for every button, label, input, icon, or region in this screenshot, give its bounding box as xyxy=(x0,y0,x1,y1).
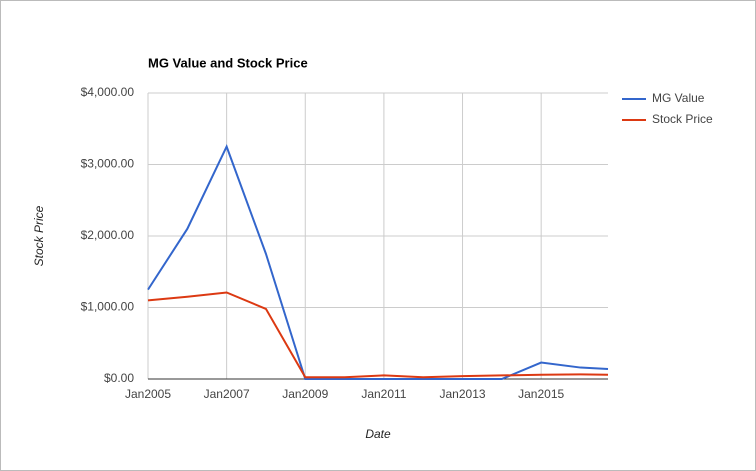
y-tick-label: $4,000.00 xyxy=(81,85,135,99)
x-tick-label: Jan2013 xyxy=(440,387,486,401)
series-line xyxy=(147,144,609,380)
x-tick-label: Jan2015 xyxy=(518,387,564,401)
x-tick-label: Jan2011 xyxy=(361,387,406,401)
y-tick-label: $3,000.00 xyxy=(81,157,135,171)
legend-label: MG Value xyxy=(652,91,705,105)
y-axis-title: Stock Price xyxy=(32,205,46,266)
chart-title: MG Value and Stock Price xyxy=(148,55,308,70)
x-axis-title: Date xyxy=(365,427,391,441)
y-tick-label: $1,000.00 xyxy=(81,300,135,314)
y-tick-label: $2,000.00 xyxy=(81,228,135,242)
legend-label: Stock Price xyxy=(652,112,713,126)
x-tick-label: Jan2005 xyxy=(125,387,171,401)
x-tick-label: Jan2009 xyxy=(282,387,328,401)
series-line xyxy=(147,291,609,379)
y-tick-label: $0.00 xyxy=(104,371,134,385)
x-tick-label: Jan2007 xyxy=(204,387,250,401)
